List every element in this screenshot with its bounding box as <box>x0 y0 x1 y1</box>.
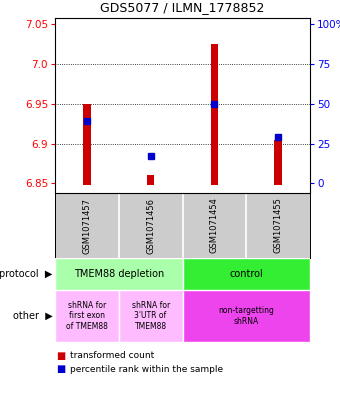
Text: transformed count: transformed count <box>70 351 154 360</box>
Bar <box>147 176 154 185</box>
Text: ■: ■ <box>56 351 65 361</box>
Text: other  ▶: other ▶ <box>13 311 52 321</box>
Text: GSM1071455: GSM1071455 <box>274 198 283 253</box>
Text: protocol  ▶: protocol ▶ <box>0 269 52 279</box>
Bar <box>83 104 91 185</box>
Text: control: control <box>230 269 263 279</box>
Title: GDS5077 / ILMN_1778852: GDS5077 / ILMN_1778852 <box>100 1 265 14</box>
Text: shRNA for
3'UTR of
TMEM88: shRNA for 3'UTR of TMEM88 <box>132 301 170 331</box>
Text: GSM1071454: GSM1071454 <box>210 198 219 253</box>
Text: percentile rank within the sample: percentile rank within the sample <box>70 365 223 374</box>
Text: GSM1071457: GSM1071457 <box>82 198 91 253</box>
Bar <box>183 258 310 290</box>
Bar <box>210 44 218 185</box>
Bar <box>183 290 310 342</box>
Text: non-targetting
shRNA: non-targetting shRNA <box>218 306 274 326</box>
Text: GSM1071456: GSM1071456 <box>146 198 155 253</box>
Bar <box>119 290 183 342</box>
Text: TMEM88 depletion: TMEM88 depletion <box>74 269 164 279</box>
Text: ■: ■ <box>56 364 65 375</box>
Bar <box>55 290 119 342</box>
Text: shRNA for
first exon
of TMEM88: shRNA for first exon of TMEM88 <box>66 301 108 331</box>
Bar <box>274 140 282 185</box>
Bar <box>55 258 183 290</box>
